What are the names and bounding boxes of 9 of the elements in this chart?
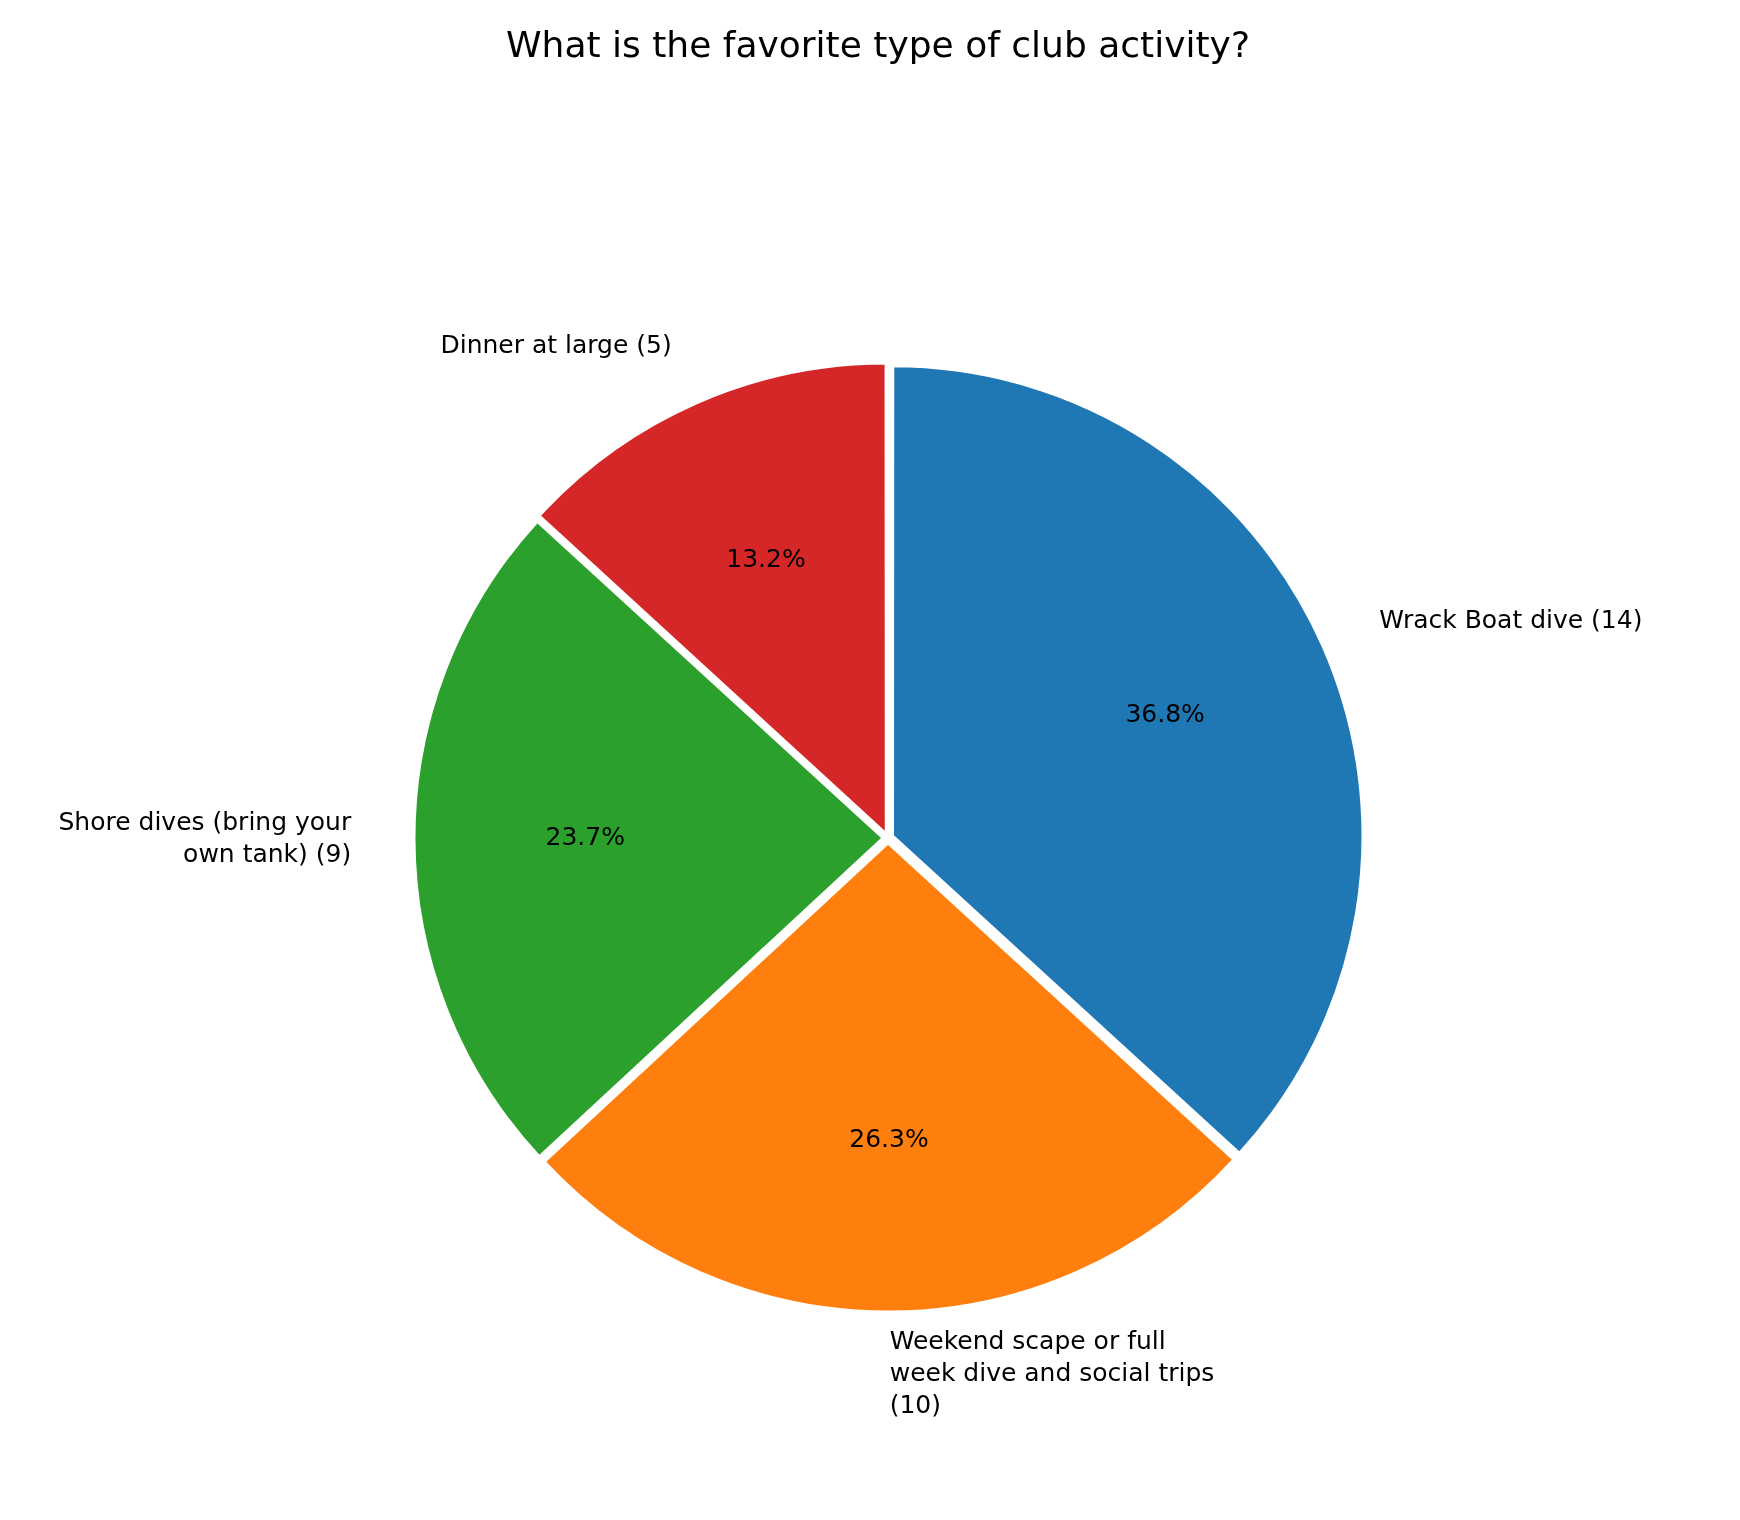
slice-label: Shore dives (bring your own tank) (9): [58, 807, 352, 869]
data-label: 23.7%: [545, 822, 625, 852]
data-label: 36.8%: [1125, 699, 1205, 729]
slice-label: Dinner at large (5): [440, 330, 672, 360]
slice-label: Wrack Boat dive (14): [1379, 605, 1643, 635]
data-label: 13.2%: [726, 544, 806, 574]
slice-label: Weekend scape or full week dive and social trips (10): [889, 1326, 1215, 1420]
data-label: 26.3%: [849, 1124, 929, 1154]
chart-title: What is the favorite type of club activity?: [505, 24, 1251, 66]
